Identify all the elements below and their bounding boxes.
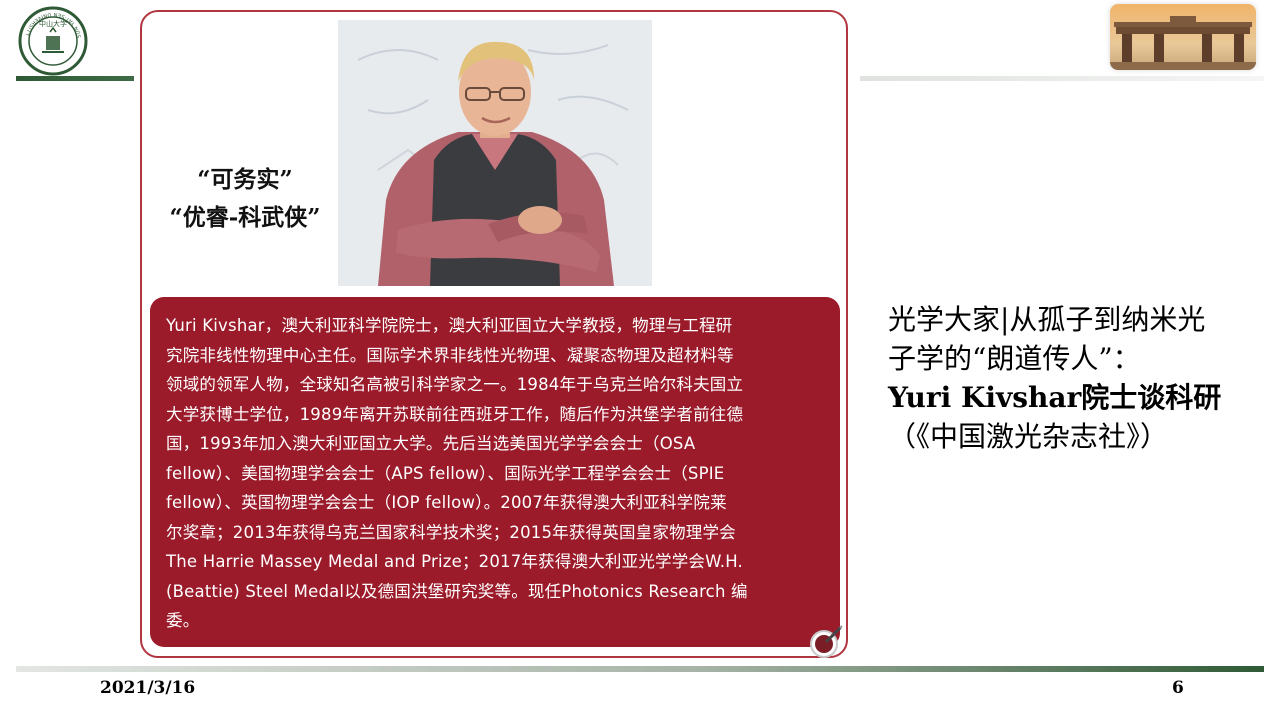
bio-line: (Beattie) Steel Medal以及德国洪堡研究奖等。现任Photon… — [166, 581, 748, 601]
bio-line: 委。 — [166, 611, 200, 630]
portrait-photo — [338, 20, 652, 286]
bio-line: 大学获博士学位，1989年离开苏联前往西班牙工作，随后作为洪堡学者前往德 — [166, 404, 744, 424]
pen-badge-icon — [809, 625, 843, 659]
title-line-2: 子学的“朗道传人”： — [888, 342, 1141, 375]
bio-line: The Harrie Massey Medal and Prize；2017年获… — [166, 552, 743, 571]
university-gate-photo — [1110, 4, 1256, 70]
footer-divider — [16, 666, 1264, 672]
header-divider-left — [16, 76, 134, 81]
bio-line: 领域的领军人物，全球知名高被引科学家之一。1984年于乌克兰哈尔科夫国立 — [166, 375, 744, 394]
bio-line: 究院非线性物理中心主任。国际学术界非线性光物理、凝聚态物理及超材料等 — [166, 345, 734, 365]
bio-line: fellow）、美国物理学会会士（APS fellow）、国际光学工程学会会士（… — [166, 463, 725, 483]
quote-line-1: “可务实” — [197, 166, 293, 193]
bio-line: fellow）、英国物理学会会士（IOP fellow）。2007年获得澳大利亚… — [166, 493, 727, 512]
title-line-1: 光学大家|从孤子到纳米光 — [888, 303, 1206, 336]
bio-line: 尔奖章；2013年获得乌克兰国家科学技术奖；2015年获得英国皇家物理学会 — [166, 522, 736, 542]
quote-line-2: “优睿-科武侠” — [169, 204, 321, 231]
slide-title: 光学大家|从孤子到纳米光 子学的“朗道传人”： Yuri Kivshar院士谈科… — [888, 300, 1268, 456]
title-line-4: （《中国激光杂志社》） — [888, 420, 1169, 453]
bio-line: 国，1993年加入澳大利亚国立大学。先后当选美国光学学会会士（OSA — [166, 434, 696, 453]
bio-line: Yuri Kivshar，澳大利亚科学院院士，澳大利亚国立大学教授，物理与工程研 — [166, 316, 733, 335]
header-divider-right — [860, 76, 1264, 81]
logo-top-text: 中山大学 — [39, 19, 67, 28]
university-logo: SUN YAT-SEN UNIVERSITY 中山大学 — [18, 6, 88, 76]
biography-box: Yuri Kivshar，澳大利亚科学院院士，澳大利亚国立大学教授，物理与工程研… — [150, 297, 840, 647]
sysu-emblem-icon: SUN YAT-SEN UNIVERSITY 中山大学 — [18, 6, 88, 76]
title-line-3: Yuri Kivshar院士谈科研 — [888, 381, 1222, 414]
page-number: 6 — [1172, 678, 1184, 698]
slide-date: 2021/3/16 — [100, 678, 196, 698]
biography-text: Yuri Kivshar，澳大利亚科学院院士，澳大利亚国立大学教授，物理与工程研… — [166, 311, 826, 636]
